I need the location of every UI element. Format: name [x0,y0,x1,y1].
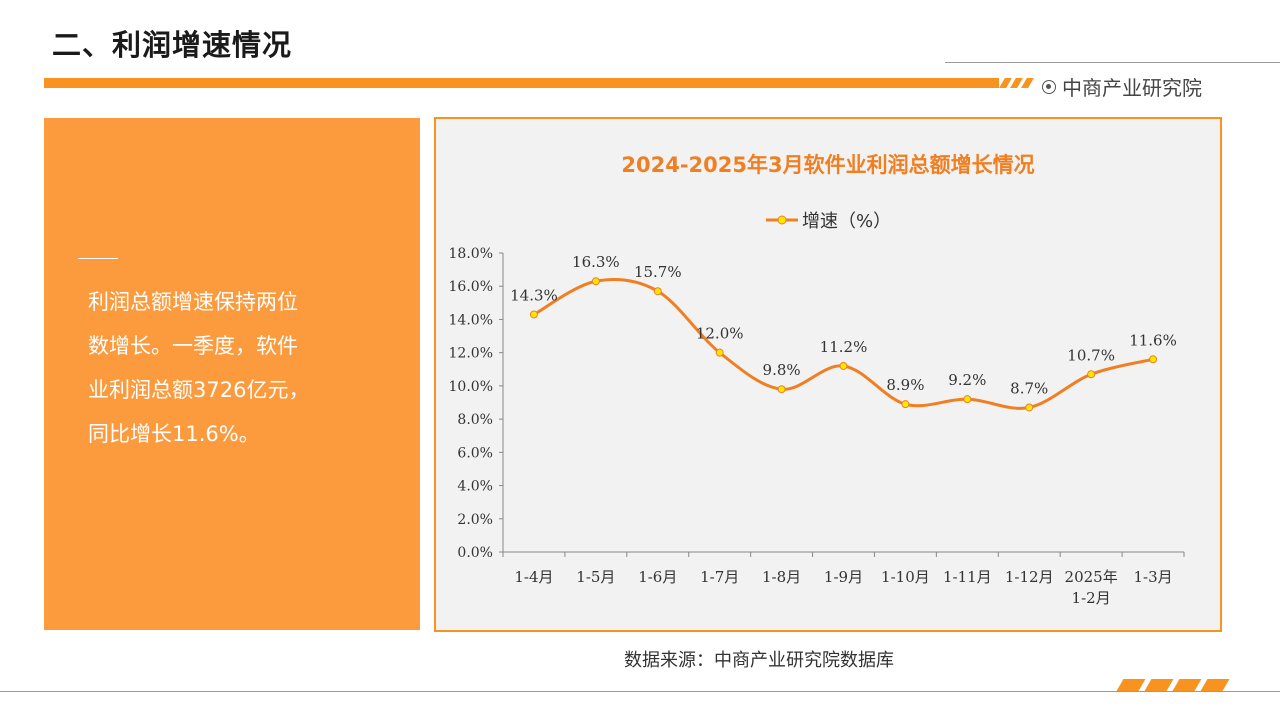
y-tick-label: 4.0% [457,479,493,495]
data-point [901,400,910,409]
line-chart: 0.0% 2.0% 4.0% 6.0% 8.0% 10.0% 12.0% 14.0% 16.0%… [449,246,1185,607]
data-label: 16.3% [572,253,620,271]
y-tick-label: 18.0% [449,246,493,262]
data-point [839,361,848,370]
y-tick-label: 16.0% [449,279,493,295]
summary-divider [78,258,118,259]
data-point [963,395,972,404]
data-label: 11.6% [1129,331,1177,349]
data-label: 12.0% [696,325,744,343]
data-label: 10.7% [1067,346,1115,364]
data-point [1025,403,1034,412]
legend-line-marker-icon [766,215,798,225]
x-tick-label: 1-8月 [762,568,801,586]
data-label: 9.2% [948,371,986,389]
data-label: 14.3% [510,286,558,304]
data-source: 数据来源：中商产业研究院数据库 [624,650,894,671]
x-tick-label: 1-2月 [1072,589,1111,607]
data-label: 9.8% [763,361,801,379]
title-accent-bar [44,78,999,88]
brand-logo-icon [1042,79,1056,94]
x-tick-label: 1-5月 [576,568,615,586]
summary-line: 数增长。一季度，软件 [88,334,298,358]
x-tick-label: 1-9月 [824,568,863,586]
x-tick-label: 1-4月 [514,568,553,586]
chart-legend: 增速（%） [766,207,891,233]
y-tick-label: 10.0% [449,379,493,395]
x-tick-label: 1-11月 [943,568,992,586]
data-label: 15.7% [634,263,682,281]
data-point [715,348,724,357]
header-stripes [999,78,1034,88]
data-label: 11.2% [820,338,868,356]
data-point [591,277,600,286]
x-tick-label: 1-10月 [881,568,930,586]
data-point [529,310,538,319]
y-tick-label: 8.0% [457,412,493,428]
chart-title: 2024-2025年3月软件业利润总额增长情况 [621,153,1035,177]
summary-line: 利润总额增速保持两位 [88,290,298,314]
y-tick-label: 2.0% [457,512,493,528]
summary-line: 同比增长11.6%。 [88,422,260,446]
x-tick-label: 2025年 [1065,568,1118,586]
page-title: 二、利润增速情况 [52,28,293,62]
legend-label: 增速（%） [802,211,892,232]
data-point [1149,355,1158,364]
footer-stripes [1110,679,1240,691]
data-label: 8.7% [1010,379,1048,397]
x-tick-label: 1-12月 [1005,568,1054,586]
y-tick-label: 0.0% [457,545,493,561]
y-tick-label: 12.0% [449,346,493,362]
brand: 中商产业研究院 [1042,72,1202,101]
summary-panel: 利润总额增速保持两位 数增长。一季度，软件 业利润总额3726亿元， 同比增长1… [44,118,420,630]
x-tick-label: 1-6月 [638,568,677,586]
brand-name: 中商产业研究院 [1062,76,1202,100]
data-point [1087,370,1096,379]
y-tick-label: 6.0% [457,445,493,461]
footer-divider [0,691,1280,692]
x-tick-label: 1-7月 [700,568,739,586]
data-point [653,287,662,296]
data-point [777,385,786,394]
data-label: 8.9% [886,376,924,394]
header-divider [945,62,1280,63]
chart-frame: 2024-2025年3月软件业利润总额增长情况 增速（%） 0.0% 2.0% 4.… [434,117,1222,632]
summary-text: 利润总额增速保持两位 数增长。一季度，软件 业利润总额3726亿元， 同比增长1… [88,280,358,456]
x-tick-label: 1-3月 [1133,568,1172,586]
y-tick-label: 14.0% [449,312,493,328]
summary-line: 业利润总额3726亿元， [88,378,310,402]
